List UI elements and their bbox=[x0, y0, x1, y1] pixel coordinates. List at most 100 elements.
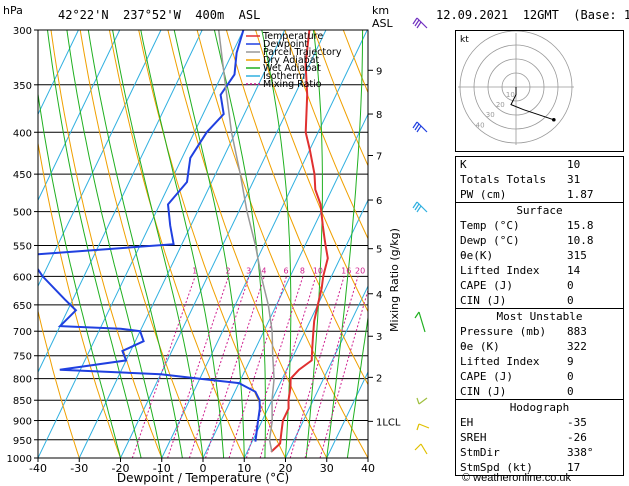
height-tick-label: 8 bbox=[376, 110, 382, 121]
isotherm-line bbox=[38, 30, 203, 374]
temperature-tick-label: -30 bbox=[70, 462, 88, 475]
hodograph-stat-row: SREH -26 bbox=[456, 430, 623, 445]
mixing-ratio-axis-label: Mixing Ratio (g/kg) bbox=[388, 228, 401, 332]
hodograph-unit: kt bbox=[460, 35, 469, 45]
surface-value: 315 bbox=[567, 249, 587, 262]
legend-label: Temperature bbox=[262, 31, 323, 42]
mixing-ratio-line bbox=[205, 276, 265, 458]
dry-adiabat bbox=[38, 308, 80, 458]
mixing-ratio-label: 1 bbox=[192, 266, 197, 275]
isotherm-line bbox=[326, 370, 368, 458]
surface-key: Temp (°C) bbox=[460, 219, 520, 232]
wet-adiabat bbox=[261, 30, 292, 458]
location-title: 42°22'N 237°52'W 400m ASL bbox=[58, 8, 261, 22]
hodograph-ring-label: 10 bbox=[506, 91, 515, 99]
plot-frame bbox=[37, 29, 369, 459]
isotherm-line bbox=[243, 199, 368, 458]
surface-row: θe(K) 315 bbox=[456, 248, 623, 263]
hodograph-stat-key: SREH bbox=[460, 431, 487, 444]
height-tick-label: 4 bbox=[376, 290, 382, 301]
pressure-tick-label: 650 bbox=[13, 301, 32, 312]
dry-adiabat bbox=[225, 30, 368, 386]
surface-row: Lifted Index 14 bbox=[456, 263, 623, 278]
index-value: 10 bbox=[567, 158, 581, 171]
isotherm-line bbox=[285, 284, 368, 458]
dry-adiabat bbox=[313, 30, 368, 167]
isotherm-line bbox=[38, 30, 79, 116]
wet-adiabat bbox=[112, 30, 204, 458]
datetime-title: 12.09.2021 12GMT (Base: 12) bbox=[436, 8, 629, 22]
dry-adiabat bbox=[255, 30, 368, 313]
wet-adiabat bbox=[346, 314, 368, 458]
surface-value: 14 bbox=[567, 264, 581, 277]
most-unstable-value: 0 bbox=[567, 385, 574, 398]
index-row: K 10 bbox=[456, 157, 623, 172]
pressure-tick-label: 450 bbox=[13, 170, 32, 181]
most-unstable-value: 883 bbox=[567, 325, 587, 338]
pressure-tick-label: 500 bbox=[13, 208, 32, 219]
isotherm-line bbox=[161, 30, 368, 458]
mixing-ratio-line bbox=[259, 276, 317, 458]
mixing-ratio-line bbox=[188, 276, 250, 458]
most-unstable-key: Pressure (mb) bbox=[460, 325, 547, 338]
x-axis-label: Dewpoint / Temperature (°C) bbox=[117, 471, 289, 485]
wet-adiabat bbox=[87, 30, 183, 458]
mixing-ratio-label: 4 bbox=[261, 266, 266, 275]
wet-adiabat bbox=[173, 30, 245, 458]
mixing-ratio-label: 8 bbox=[300, 266, 305, 275]
dry-adiabat bbox=[108, 30, 245, 458]
dewpoint-trace bbox=[38, 30, 261, 442]
dry-adiabat bbox=[196, 30, 368, 458]
surface-value: 15.8 bbox=[567, 219, 594, 232]
mixing-ratio-line bbox=[228, 276, 287, 458]
pressure-tick-label: 300 bbox=[13, 26, 32, 37]
isotherm-line bbox=[78, 30, 286, 458]
dry-adiabat bbox=[79, 30, 204, 458]
most-unstable-key: Lifted Index bbox=[460, 355, 540, 368]
temperature-tick-label: -40 bbox=[29, 462, 47, 475]
surface-value: 10.8 bbox=[567, 234, 594, 247]
wind-barb-700 bbox=[414, 311, 426, 333]
wind-barbs bbox=[412, 17, 430, 455]
legend-label: Parcel Trajectory bbox=[263, 47, 342, 58]
index-value: 1.87 bbox=[567, 188, 594, 201]
km-label: km bbox=[372, 4, 389, 17]
temperature-tick-label: 40 bbox=[361, 462, 375, 475]
dry-adiabat bbox=[50, 30, 163, 458]
most-unstable-row: Lifted Index 9 bbox=[456, 354, 623, 369]
mixing-ratio-line bbox=[245, 276, 304, 458]
most-unstable-row: CAPE (J) 0 bbox=[456, 369, 623, 384]
hodograph-stat-key: StmSpd (kt) bbox=[460, 461, 533, 474]
height-tick-label: 6 bbox=[376, 196, 382, 207]
index-row: Totals Totals 31 bbox=[456, 172, 623, 187]
wind-barb-850 bbox=[416, 397, 428, 405]
pressure-tick-label: 900 bbox=[13, 417, 32, 428]
surface-key: θe(K) bbox=[460, 249, 494, 262]
height-tick-label: 7 bbox=[376, 151, 382, 162]
surface-key: Lifted Index bbox=[460, 264, 540, 277]
pressure-tick-label: 700 bbox=[13, 327, 32, 338]
hodograph-stat-row: EH -35 bbox=[456, 415, 623, 430]
hodograph-stat-value: 17 bbox=[567, 461, 581, 474]
most-unstable-key: θe (K) bbox=[460, 340, 500, 353]
mixing-ratio-line bbox=[167, 276, 229, 458]
pressure-tick-label: 950 bbox=[13, 436, 32, 447]
pressure-tick-label: 350 bbox=[13, 81, 32, 92]
mixing-ratio-label: 3 bbox=[246, 266, 251, 275]
most-unstable-row: CIN (J) 0 bbox=[456, 384, 623, 399]
surface-row: Temp (°C) 15.8 bbox=[456, 218, 623, 233]
hodograph-stat-value: 338° bbox=[567, 446, 594, 459]
legend-label: Dry Adiabat bbox=[263, 55, 320, 66]
surface-value: 0 bbox=[567, 279, 574, 292]
isotherm-line bbox=[202, 113, 368, 458]
dry-adiabat bbox=[167, 30, 328, 458]
hodograph-stat-row: StmDir 338° bbox=[456, 445, 623, 460]
dry-adiabat bbox=[284, 30, 368, 240]
indices-panel: K 10 Totals Totals 31 PW (cm) 1.87 Surface Te… bbox=[455, 156, 624, 476]
isotherm-line bbox=[38, 30, 244, 458]
hodograph-trace bbox=[510, 87, 554, 121]
temperature-trace bbox=[270, 30, 329, 453]
wind-barb-400 bbox=[412, 121, 428, 133]
mixing-ratio-line bbox=[131, 276, 196, 458]
